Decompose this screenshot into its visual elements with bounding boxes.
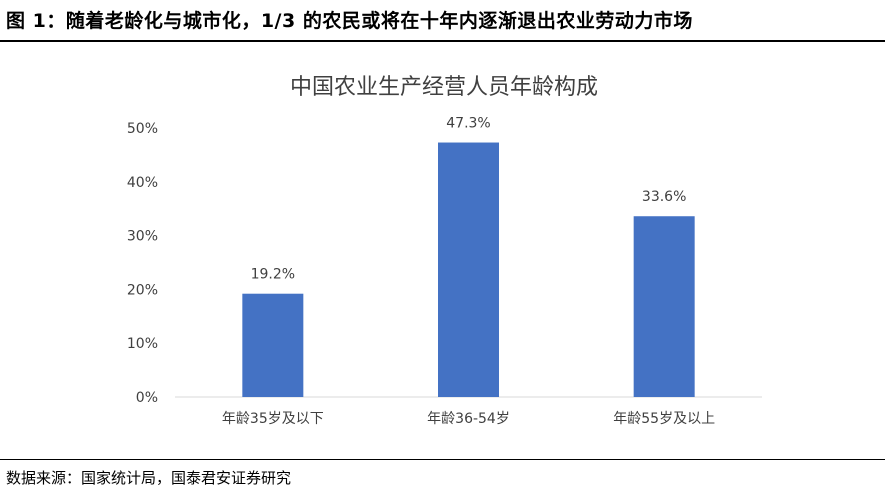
source-note: 数据来源：国家统计局，国泰君安证券研究 — [6, 469, 292, 487]
bar — [633, 216, 695, 397]
top-rule — [0, 40, 885, 42]
category-label: 年龄55岁及以上 — [613, 411, 715, 427]
category-labels: 年龄35岁及以下 年龄36-54岁 年龄55岁及以上 — [222, 411, 715, 427]
y-tick-label: 0% — [136, 390, 158, 406]
bars — [242, 142, 695, 397]
category-label: 年龄35岁及以下 — [222, 411, 324, 427]
y-tick-label: 30% — [127, 229, 158, 245]
bottom-rule — [0, 459, 885, 460]
data-labels: 19.2% 47.3% 33.6% — [251, 116, 687, 283]
bar — [438, 142, 499, 397]
y-tick-label: 10% — [127, 336, 158, 352]
data-label: 33.6% — [642, 189, 686, 205]
category-label: 年龄36-54岁 — [427, 411, 510, 427]
y-axis-ticks: 0% 10% 20% 30% 40% 50% — [127, 121, 158, 406]
bar — [242, 293, 304, 397]
y-tick-label: 20% — [127, 282, 158, 298]
data-label: 19.2% — [251, 267, 295, 283]
figure-title: 图 1：随着老龄化与城市化，1/3 的农民或将在十年内逐渐退出农业劳动力市场 — [6, 10, 693, 32]
y-tick-label: 50% — [127, 121, 158, 137]
data-label: 47.3% — [446, 116, 490, 132]
chart-title: 中国农业生产经营人员年龄构成 — [290, 75, 598, 100]
bar-chart: 中国农业生产经营人员年龄构成 0% 10% 20% 30% 40% 50% 19.2% 47… — [127, 75, 762, 427]
y-tick-label: 40% — [127, 175, 158, 191]
